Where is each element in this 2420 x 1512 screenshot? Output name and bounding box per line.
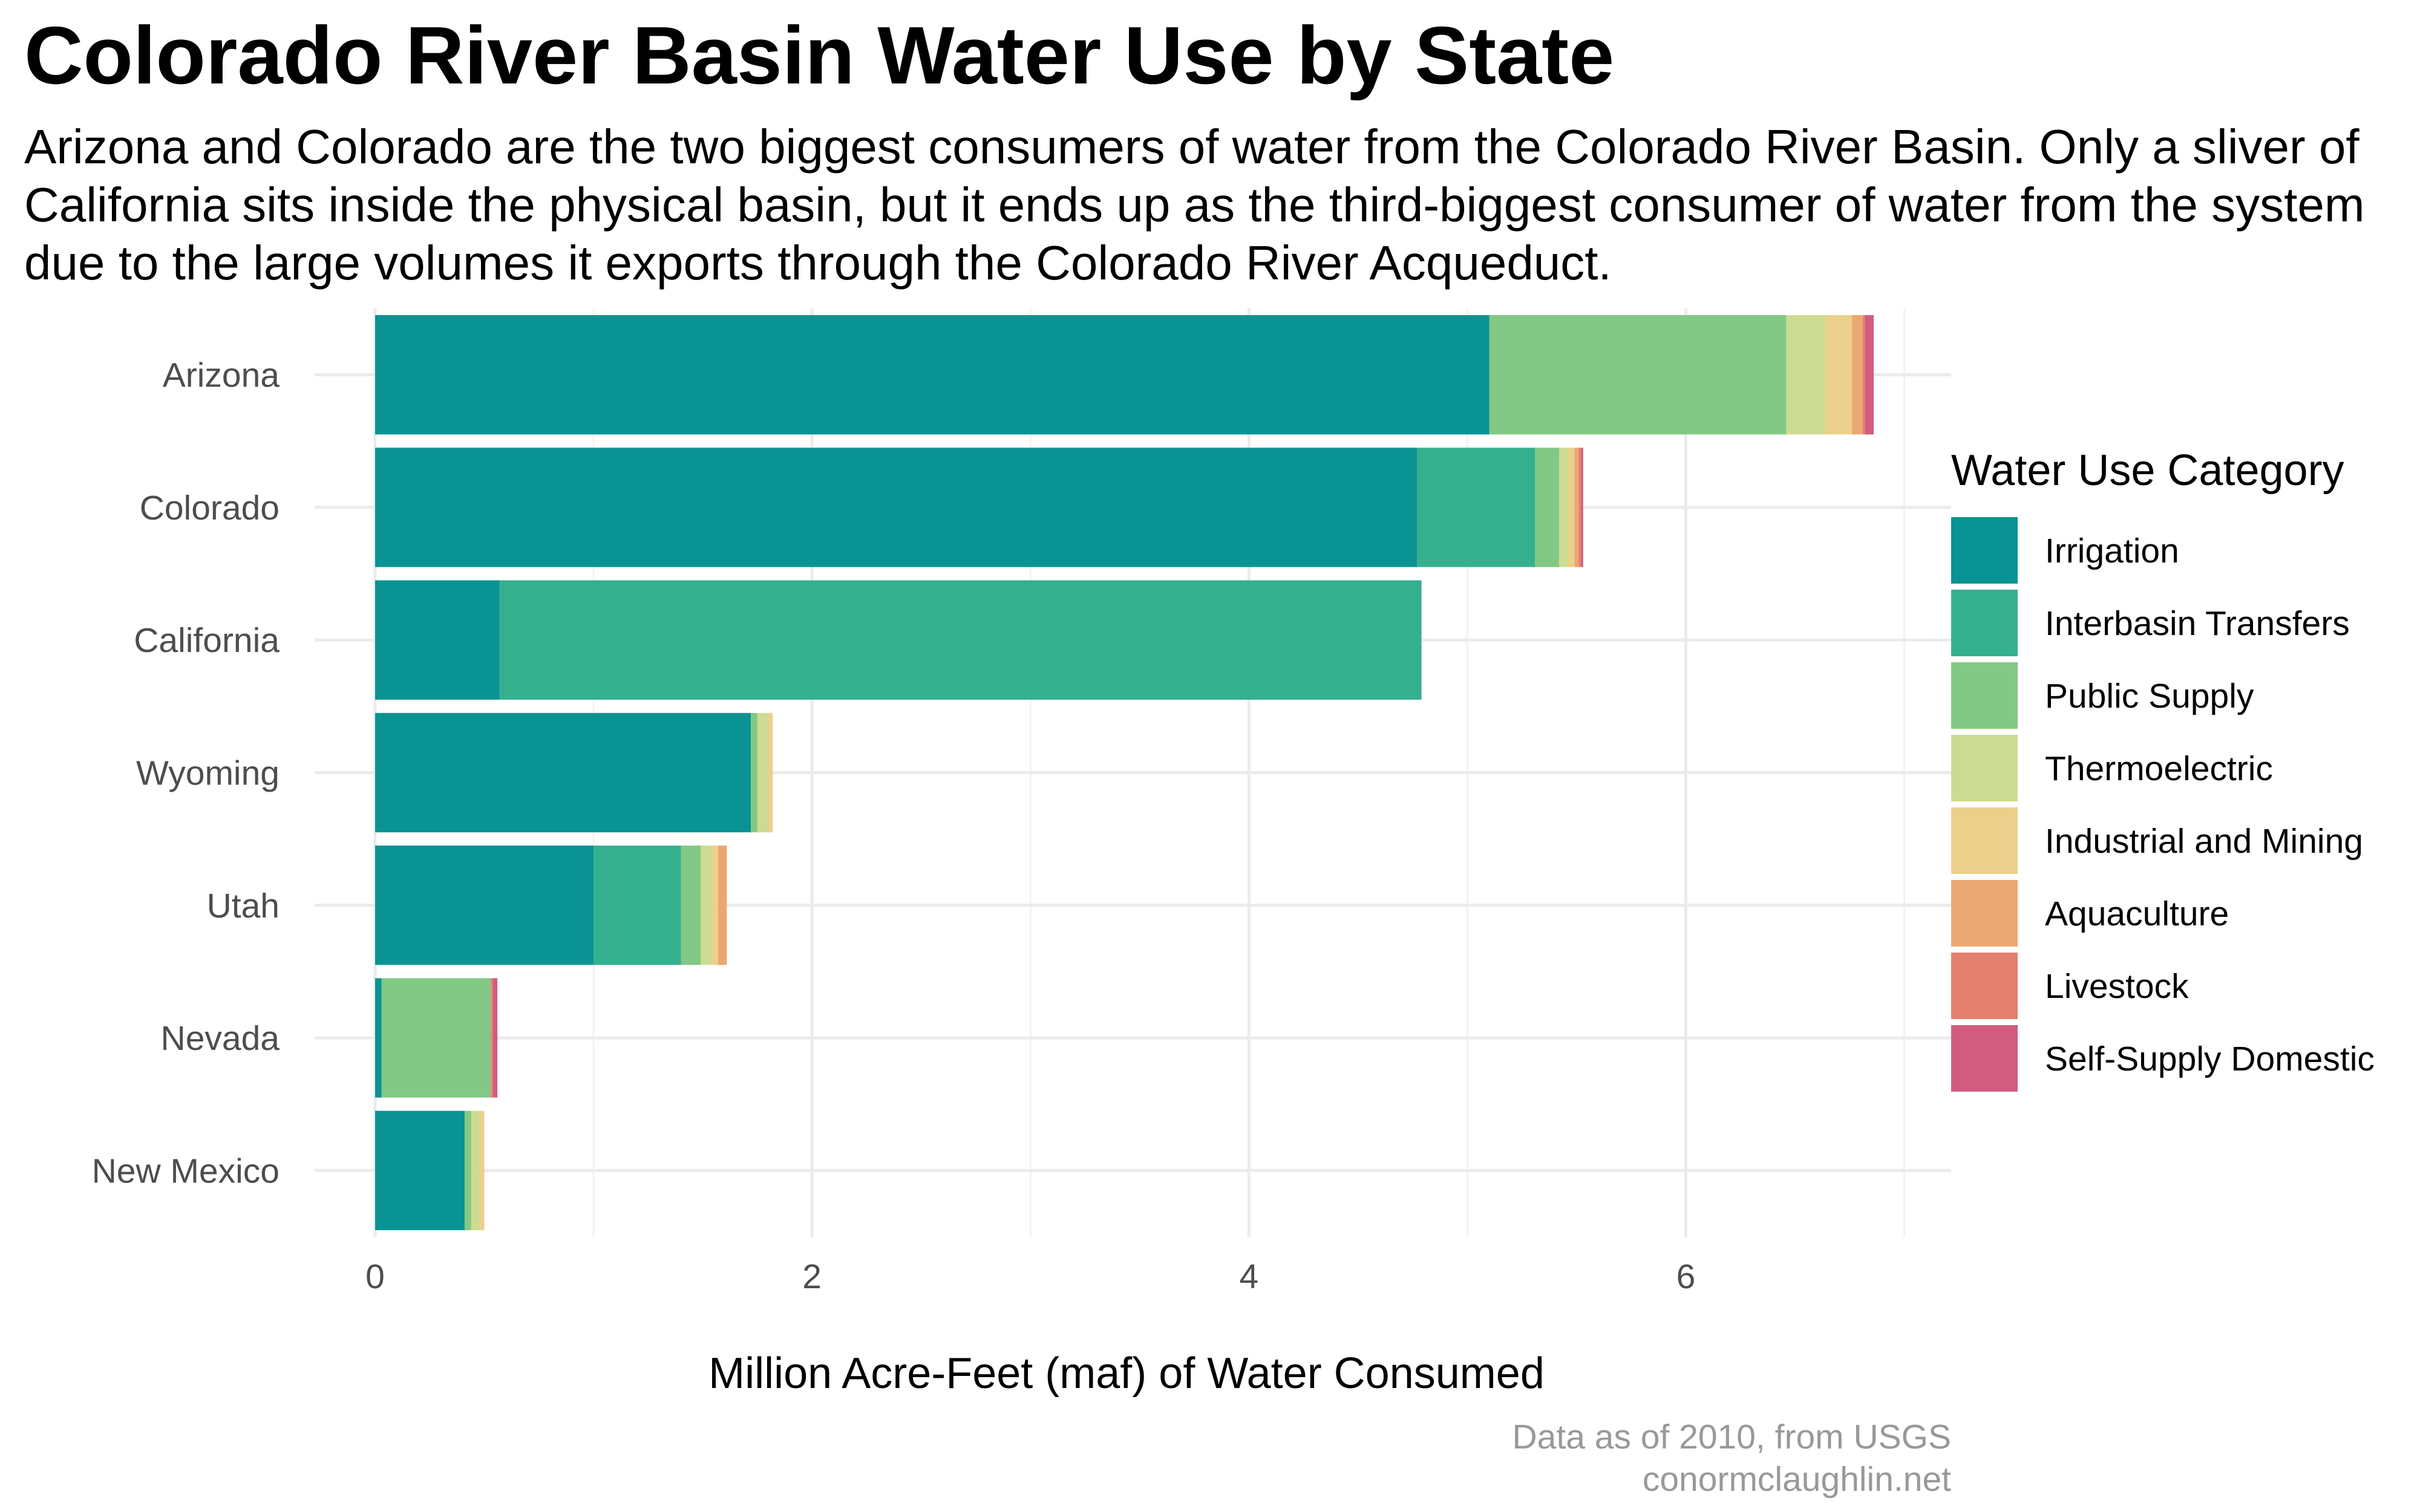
y-tick-label: Wyoming (136, 754, 280, 793)
bar-group-colorado (375, 448, 1583, 567)
chart-title: Colorado River Basin Water Use by State (24, 10, 1615, 101)
bar-segment-aquaculture (718, 846, 727, 965)
legend-swatch (1951, 953, 2018, 1019)
bar-segment-interbasin-transfers (499, 580, 1422, 700)
bar-segment-public-supply (381, 978, 491, 1098)
bar-segment-interbasin-transfers (594, 846, 681, 965)
legend: Water Use Category Irrigation Interbasin … (1951, 446, 2375, 1092)
x-axis-tick-labels: 0 2 4 6 (365, 1257, 1695, 1296)
legend-swatch (1951, 1025, 2018, 1092)
bar-segment-industrial-and-mining (1825, 314, 1852, 435)
bar-segment-thermoelectric (701, 846, 712, 965)
bar-segment-self-supply-domestic (1865, 314, 1874, 435)
bar-segment-public-supply (1535, 448, 1560, 567)
bar-segment-aquaculture (1851, 314, 1863, 435)
bar-group-california (375, 580, 1422, 700)
y-tick-label: New Mexico (92, 1152, 280, 1190)
bar-segment-public-supply (751, 712, 757, 833)
bar-segment-irrigation (375, 846, 594, 965)
legend-item-public-supply: Public Supply (1951, 662, 2254, 729)
legend-swatch (1951, 735, 2018, 801)
legend-item-irrigation: Irrigation (1951, 517, 2179, 584)
legend-label: Self-Supply Domestic (2045, 1040, 2375, 1078)
bar-segment-irrigation (375, 580, 500, 700)
legend-label: Interbasin Transfers (2045, 604, 2350, 643)
bar-segment-irrigation (375, 978, 382, 1098)
legend-swatch (1951, 807, 2018, 874)
y-tick-label: Utah (207, 887, 280, 925)
y-tick-label: Nevada (161, 1019, 280, 1058)
bar-group-nevada (375, 978, 498, 1098)
y-tick-label: Arizona (163, 356, 280, 395)
x-tick-label: 4 (1239, 1257, 1258, 1296)
legend-swatch (1951, 590, 2018, 656)
bar-segment-interbasin-transfers (1417, 448, 1535, 567)
bar-segment-public-supply (681, 846, 701, 965)
legend-items: Irrigation Interbasin Transfers Public Sup… (1951, 517, 2375, 1092)
legend-item-interbasin-transfers: Interbasin Transfers (1951, 590, 2350, 656)
bar-segment-industrial-and-mining (768, 712, 773, 833)
legend-swatch (1951, 662, 2018, 729)
chart-subtitle: Arizona and Colorado are the two biggest… (24, 120, 2365, 290)
legend-item-aquaculture: Aquaculture (1951, 880, 2229, 947)
caption-site: conormclaughlin.net (1643, 1460, 1951, 1499)
bar-segment-self-supply-domestic (492, 978, 498, 1098)
caption-source: Data as of 2010, from USGS (1512, 1418, 1952, 1456)
legend-swatch (1951, 880, 2018, 947)
bar-segment-aquaculture (1574, 448, 1579, 567)
bar-segment-public-supply (1489, 314, 1787, 435)
legend-item-self-supply-domestic: Self-Supply Domestic (1951, 1025, 2375, 1092)
legend-label: Livestock (2045, 967, 2189, 1006)
legend-item-thermoelectric: Thermoelectric (1951, 735, 2273, 801)
x-tick-label: 0 (365, 1257, 385, 1296)
x-tick-label: 6 (1676, 1257, 1696, 1296)
legend-label: Thermoelectric (2045, 749, 2273, 788)
bar-segment-industrial-and-mining (711, 846, 718, 965)
bar-segment-irrigation (375, 448, 1418, 567)
legend-swatch (1951, 517, 2018, 584)
legend-title: Water Use Category (1951, 446, 2344, 495)
bar-segment-livestock (491, 978, 493, 1098)
bar-segment-public-supply (465, 1110, 471, 1231)
bar-segment-livestock (1578, 448, 1581, 567)
legend-label: Industrial and Mining (2045, 822, 2363, 861)
legend-item-livestock: Livestock (1951, 953, 2189, 1019)
y-axis-tick-labels: Arizona Colorado California Wyoming Utah Neva… (92, 356, 280, 1191)
y-tick-label: California (134, 621, 280, 660)
bar-segment-thermoelectric (757, 712, 768, 833)
bar-segment-thermoelectric (1786, 314, 1826, 435)
bar-segment-thermoelectric (1559, 448, 1568, 567)
x-tick-label: 2 (802, 1257, 822, 1296)
legend-label: Public Supply (2045, 677, 2254, 715)
bar-segment-thermoelectric (471, 1110, 480, 1231)
legend-item-industrial-and-mining: Industrial and Mining (1951, 807, 2363, 874)
bar-segment-self-supply-domestic (1581, 448, 1583, 567)
bar-segment-industrial-and-mining (1568, 448, 1575, 567)
bar-group-new-mexico (375, 1110, 485, 1231)
x-axis-title: Million Acre-Feet (maf) of Water Consume… (708, 1349, 1545, 1398)
bar-segment-irrigation (375, 712, 751, 833)
bar-group-arizona (375, 314, 1874, 435)
y-tick-label: Colorado (140, 489, 280, 527)
bar-group-utah (375, 846, 727, 965)
bars (375, 314, 1874, 1231)
legend-label: Irrigation (2045, 532, 2179, 570)
bar-segment-industrial-and-mining (480, 1110, 485, 1231)
bar-group-wyoming (375, 712, 773, 833)
bar-segment-irrigation (375, 1110, 465, 1231)
bar-segment-irrigation (375, 314, 1490, 435)
legend-label: Aquaculture (2045, 894, 2229, 933)
bar-segment-livestock (1862, 314, 1865, 435)
